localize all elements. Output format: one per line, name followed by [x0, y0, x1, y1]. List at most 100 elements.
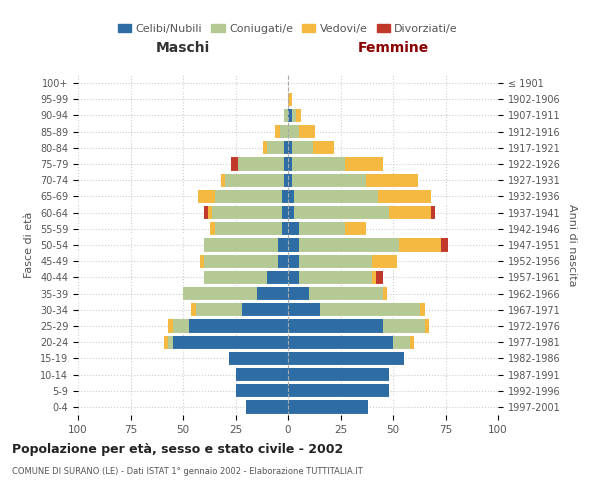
- Bar: [366, 174, 418, 187]
- Bar: [379, 190, 431, 203]
- Bar: [263, 141, 267, 154]
- Bar: [421, 303, 425, 316]
- Bar: [292, 141, 313, 154]
- Bar: [277, 254, 288, 268]
- Bar: [232, 158, 238, 170]
- Bar: [284, 174, 288, 187]
- Bar: [172, 320, 189, 332]
- Bar: [288, 384, 389, 398]
- Bar: [288, 303, 320, 316]
- Bar: [288, 190, 295, 203]
- Bar: [275, 125, 280, 138]
- Bar: [225, 174, 284, 187]
- Bar: [288, 287, 309, 300]
- Bar: [288, 206, 295, 220]
- Bar: [277, 238, 288, 252]
- Bar: [235, 384, 288, 398]
- Bar: [284, 141, 288, 154]
- Bar: [292, 174, 366, 187]
- Bar: [288, 400, 368, 413]
- Bar: [393, 336, 410, 349]
- Bar: [267, 141, 284, 154]
- Bar: [288, 222, 299, 235]
- Text: Femmine: Femmine: [358, 41, 428, 55]
- Bar: [299, 222, 344, 235]
- Bar: [282, 190, 288, 203]
- Bar: [288, 320, 383, 332]
- Bar: [282, 206, 288, 220]
- Bar: [425, 320, 428, 332]
- Bar: [208, 206, 212, 220]
- Bar: [183, 287, 257, 300]
- Bar: [292, 158, 344, 170]
- Bar: [212, 206, 282, 220]
- Bar: [288, 158, 292, 170]
- Bar: [246, 400, 288, 413]
- Bar: [221, 174, 225, 187]
- Bar: [299, 270, 372, 284]
- Bar: [431, 206, 435, 220]
- Bar: [215, 222, 282, 235]
- Bar: [345, 222, 366, 235]
- Bar: [191, 303, 196, 316]
- Bar: [267, 270, 288, 284]
- Bar: [296, 109, 301, 122]
- Bar: [383, 287, 387, 300]
- Bar: [200, 254, 204, 268]
- Bar: [229, 352, 288, 365]
- Bar: [211, 222, 215, 235]
- Bar: [288, 238, 299, 252]
- Bar: [288, 336, 393, 349]
- Bar: [189, 320, 288, 332]
- Bar: [282, 222, 288, 235]
- Bar: [284, 109, 288, 122]
- Bar: [204, 238, 277, 252]
- Bar: [196, 303, 242, 316]
- Bar: [204, 270, 267, 284]
- Bar: [173, 336, 288, 349]
- Bar: [372, 270, 376, 284]
- Bar: [288, 109, 292, 122]
- Bar: [320, 303, 420, 316]
- Legend: Celibi/Nubili, Coniugati/e, Vedovi/e, Divorziati/e: Celibi/Nubili, Coniugati/e, Vedovi/e, Di…: [113, 20, 463, 38]
- Bar: [292, 109, 296, 122]
- Bar: [299, 254, 372, 268]
- Bar: [313, 141, 334, 154]
- Bar: [288, 174, 292, 187]
- Bar: [284, 158, 288, 170]
- Bar: [410, 336, 414, 349]
- Bar: [389, 206, 431, 220]
- Y-axis label: Anni di nascita: Anni di nascita: [567, 204, 577, 286]
- Bar: [164, 336, 168, 349]
- Bar: [168, 320, 173, 332]
- Bar: [288, 270, 299, 284]
- Bar: [299, 125, 316, 138]
- Bar: [288, 92, 292, 106]
- Bar: [372, 254, 397, 268]
- Bar: [299, 238, 400, 252]
- Text: Popolazione per età, sesso e stato civile - 2002: Popolazione per età, sesso e stato civil…: [12, 442, 343, 456]
- Bar: [235, 368, 288, 381]
- Bar: [345, 158, 383, 170]
- Bar: [383, 320, 425, 332]
- Bar: [400, 238, 442, 252]
- Bar: [257, 287, 288, 300]
- Bar: [215, 190, 282, 203]
- Bar: [288, 352, 404, 365]
- Bar: [288, 254, 299, 268]
- Bar: [376, 270, 383, 284]
- Bar: [168, 336, 173, 349]
- Bar: [442, 238, 448, 252]
- Bar: [198, 190, 215, 203]
- Bar: [309, 287, 383, 300]
- Bar: [242, 303, 288, 316]
- Bar: [288, 125, 299, 138]
- Bar: [238, 158, 284, 170]
- Text: Maschi: Maschi: [156, 41, 210, 55]
- Text: COMUNE DI SURANO (LE) - Dati ISTAT 1° gennaio 2002 - Elaborazione TUTTITALIA.IT: COMUNE DI SURANO (LE) - Dati ISTAT 1° ge…: [12, 468, 363, 476]
- Bar: [204, 254, 277, 268]
- Y-axis label: Fasce di età: Fasce di età: [25, 212, 34, 278]
- Bar: [288, 368, 389, 381]
- Bar: [288, 141, 292, 154]
- Bar: [295, 190, 379, 203]
